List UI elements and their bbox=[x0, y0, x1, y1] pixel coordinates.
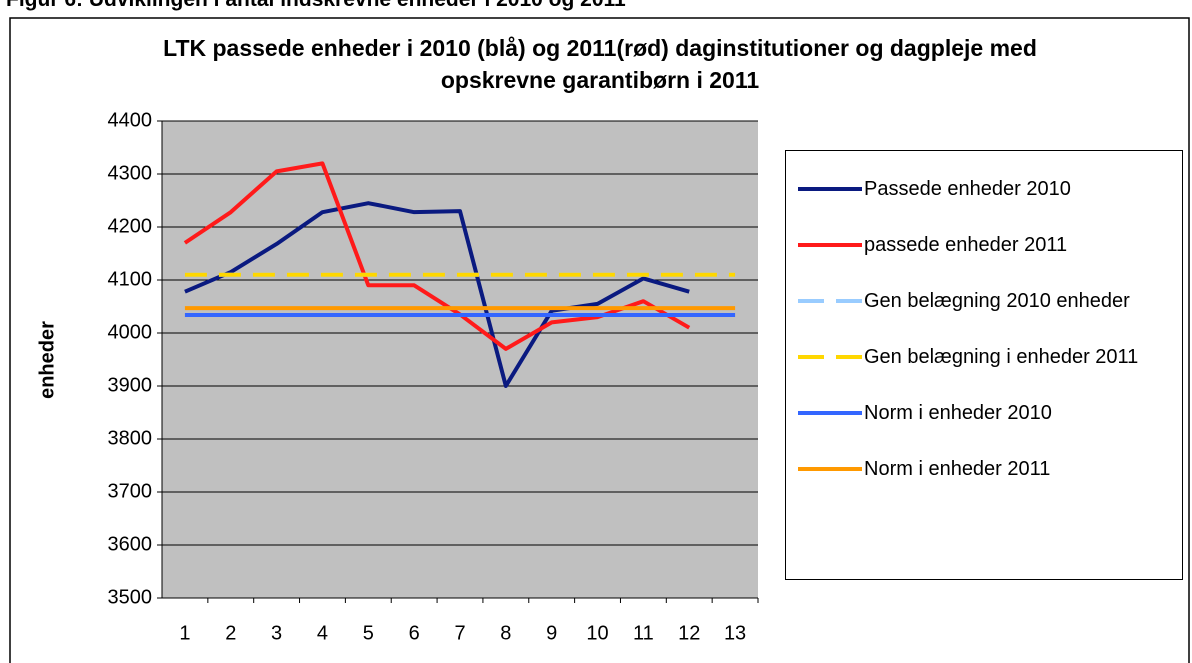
x-tick-label: 10 bbox=[586, 622, 608, 644]
y-tick-label: 4000 bbox=[108, 321, 153, 343]
legend-label: Gen belægning 2010 enheder bbox=[864, 290, 1130, 312]
legend-label: Norm i enheder 2011 bbox=[864, 458, 1051, 480]
y-tick-label: 4300 bbox=[108, 162, 153, 184]
legend-item: Gen belægning i enheder 2011 bbox=[796, 345, 1176, 369]
plot-area bbox=[162, 121, 758, 598]
legend-item: Norm i enheder 2011 bbox=[796, 457, 1176, 481]
legend-item: passede enheder 2011 bbox=[796, 233, 1176, 257]
caption: Figur 6: Udviklingen i antal indskrevne … bbox=[6, 0, 626, 12]
x-tick-label: 1 bbox=[179, 622, 190, 644]
x-tick-label: 13 bbox=[724, 622, 746, 644]
legend-item: Norm i enheder 2010 bbox=[796, 401, 1176, 425]
y-tick-label: 3500 bbox=[108, 586, 153, 608]
legend-label: Gen belægning i enheder 2011 bbox=[864, 346, 1139, 368]
y-tick-label: 3800 bbox=[108, 427, 153, 449]
y-tick-label: 3900 bbox=[108, 374, 153, 396]
legend-swatch bbox=[798, 411, 862, 415]
legend-swatch bbox=[798, 355, 862, 359]
legend-item: Passede enheder 2010 bbox=[796, 177, 1176, 201]
y-tick-label: 3700 bbox=[108, 480, 153, 502]
x-tick-label: 9 bbox=[546, 622, 557, 644]
x-tick-label: 4 bbox=[317, 622, 328, 644]
x-tick-label: 3 bbox=[271, 622, 282, 644]
x-tick-label: 6 bbox=[409, 622, 420, 644]
y-axis-label: enheder bbox=[36, 321, 58, 399]
x-tick-label: 8 bbox=[500, 622, 511, 644]
legend-label: passede enheder 2011 bbox=[864, 234, 1068, 256]
x-tick-label: 7 bbox=[454, 622, 465, 644]
x-tick-label: 12 bbox=[678, 622, 700, 644]
y-tick-label: 4400 bbox=[108, 109, 153, 131]
legend-label: Passede enheder 2010 bbox=[864, 178, 1071, 200]
legend-label: Norm i enheder 2010 bbox=[864, 402, 1052, 424]
legend-swatch bbox=[798, 187, 862, 191]
y-tick-label: 4200 bbox=[108, 215, 153, 237]
y-tick-label: 3600 bbox=[108, 533, 153, 555]
legend-item: Gen belægning 2010 enheder bbox=[796, 289, 1176, 313]
series-line bbox=[184, 201, 690, 388]
legend-swatch bbox=[798, 243, 862, 247]
x-tick-label: 2 bbox=[225, 622, 236, 644]
legend-swatch bbox=[798, 299, 862, 303]
x-tick-label: 5 bbox=[363, 622, 374, 644]
chart-title: LTK passede enheder i 2010 (blå) og 2011… bbox=[163, 35, 1037, 93]
y-tick-label: 4100 bbox=[108, 268, 153, 290]
legend: Passede enheder 2010 passede enheder 2011… bbox=[785, 150, 1183, 580]
x-tick-label: 11 bbox=[633, 622, 654, 644]
legend-swatch bbox=[798, 467, 862, 471]
